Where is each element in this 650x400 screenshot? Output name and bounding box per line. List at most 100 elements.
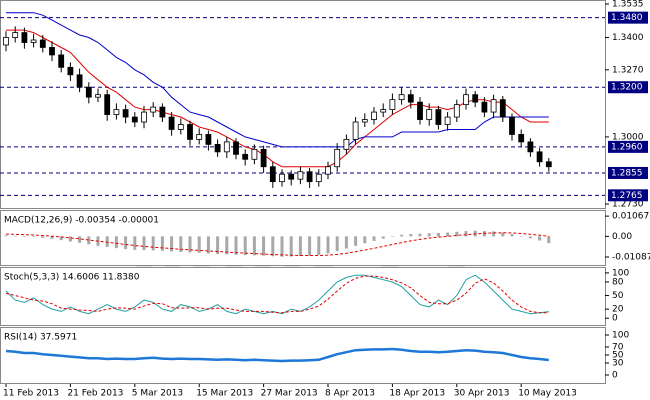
candle-body xyxy=(371,111,377,120)
x-tick-label: 5 Mar 2013 xyxy=(132,389,183,399)
histogram-bar xyxy=(528,236,532,239)
histogram-bar xyxy=(59,236,63,241)
histogram-bar xyxy=(427,233,431,237)
candle-body xyxy=(389,99,396,110)
candle-body xyxy=(30,39,37,43)
histogram-bar xyxy=(105,236,109,247)
histogram-bar xyxy=(381,236,385,239)
histogram-bar xyxy=(41,236,45,238)
candle-body xyxy=(113,109,120,115)
y-tick-label: 20 xyxy=(612,305,624,315)
histogram-bar xyxy=(344,236,348,249)
x-tick-label: 10 May 2013 xyxy=(518,389,577,399)
candle-body xyxy=(177,124,184,130)
histogram-bar xyxy=(271,236,275,257)
x-tick-label: 21 Feb 2013 xyxy=(67,389,123,399)
histogram-bar xyxy=(133,236,137,250)
x-tick-label: 27 Mar 2013 xyxy=(261,389,318,399)
candle-body xyxy=(141,111,147,123)
level-label: 1.2765 xyxy=(611,191,643,201)
histogram-bar xyxy=(390,236,394,237)
y-tick-label: 50 xyxy=(612,291,624,301)
y-tick-label: 80 xyxy=(612,277,624,287)
candle-body xyxy=(444,116,451,125)
histogram-bar xyxy=(492,231,496,237)
histogram-bar xyxy=(262,236,266,256)
histogram-bar xyxy=(142,236,146,251)
histogram-bar xyxy=(326,236,330,254)
y-tick-label: 1.3400 xyxy=(612,33,644,43)
candle-body xyxy=(67,66,74,76)
histogram-bar xyxy=(87,236,91,245)
candle-body xyxy=(509,116,515,135)
candle-body xyxy=(49,47,55,56)
candle-body xyxy=(288,173,295,180)
level-label-bg xyxy=(608,189,648,202)
candle-body xyxy=(306,171,313,183)
histogram-bar xyxy=(4,235,8,237)
candle-body xyxy=(398,94,405,101)
candle-body xyxy=(214,143,221,153)
candle-body xyxy=(325,166,331,175)
panel-frame xyxy=(0,327,606,384)
panel-title: Stoch(5,3,3) 14.6006 11.8380 xyxy=(4,273,140,283)
candle-body xyxy=(545,161,552,168)
y-tick-label: 70 xyxy=(612,343,624,353)
candle-body xyxy=(536,151,543,163)
y-tick-label: 1.3000 xyxy=(612,132,644,142)
candle-body xyxy=(159,106,166,118)
candle-body xyxy=(39,39,46,48)
panel-frame xyxy=(0,267,606,326)
candle-body xyxy=(481,101,488,113)
candle-body xyxy=(499,99,506,118)
candle-body xyxy=(205,134,212,145)
candle-body xyxy=(453,104,460,118)
candle-body xyxy=(315,173,322,183)
candle-body xyxy=(233,141,239,155)
histogram-bar xyxy=(519,235,523,237)
x-tick-label: 18 Apr 2013 xyxy=(389,389,445,399)
candle-body xyxy=(131,116,138,123)
candle-body xyxy=(435,109,442,125)
candle-body xyxy=(251,148,258,160)
histogram-bar xyxy=(206,236,210,254)
y-tick-label: 100 xyxy=(612,268,629,278)
histogram-bar xyxy=(179,236,183,252)
candle-body xyxy=(122,109,129,118)
candle-body xyxy=(85,86,92,98)
level-label-bg xyxy=(608,11,648,24)
candle-body xyxy=(76,74,83,88)
histogram-bar xyxy=(252,236,256,256)
candle-body xyxy=(297,171,304,180)
level-label-bg xyxy=(608,81,648,94)
candle-body xyxy=(260,148,267,168)
candle-body xyxy=(472,94,479,103)
y-tick-label: 0.01067 xyxy=(612,212,649,222)
histogram-bar xyxy=(335,236,339,252)
histogram-bar xyxy=(409,234,413,237)
histogram-bar xyxy=(280,236,284,257)
level-label: 1.3480 xyxy=(611,13,643,23)
histogram-bar xyxy=(114,236,118,249)
indicator-line xyxy=(5,232,549,256)
level-label-bg xyxy=(608,166,648,179)
histogram-bar xyxy=(308,236,312,256)
candle-body xyxy=(361,119,368,123)
y-tick-label: 1.3270 xyxy=(612,65,644,75)
histogram-bar xyxy=(538,236,542,241)
candle-body xyxy=(407,94,414,103)
y-tick-label: 0.00 xyxy=(612,232,632,242)
histogram-bar xyxy=(418,233,422,237)
histogram-bar xyxy=(170,236,174,252)
candle-body xyxy=(242,153,249,160)
histogram-bar xyxy=(197,236,201,253)
candle-body xyxy=(490,99,497,113)
histogram-bar xyxy=(464,231,468,237)
candle-body xyxy=(187,124,193,140)
histogram-bar xyxy=(298,236,302,257)
histogram-bar xyxy=(151,236,155,251)
candle-body xyxy=(58,54,65,68)
x-tick-label: 8 Apr 2013 xyxy=(325,389,375,399)
histogram-bar xyxy=(124,236,128,250)
y-tick-label: 1.3535 xyxy=(612,0,644,9)
